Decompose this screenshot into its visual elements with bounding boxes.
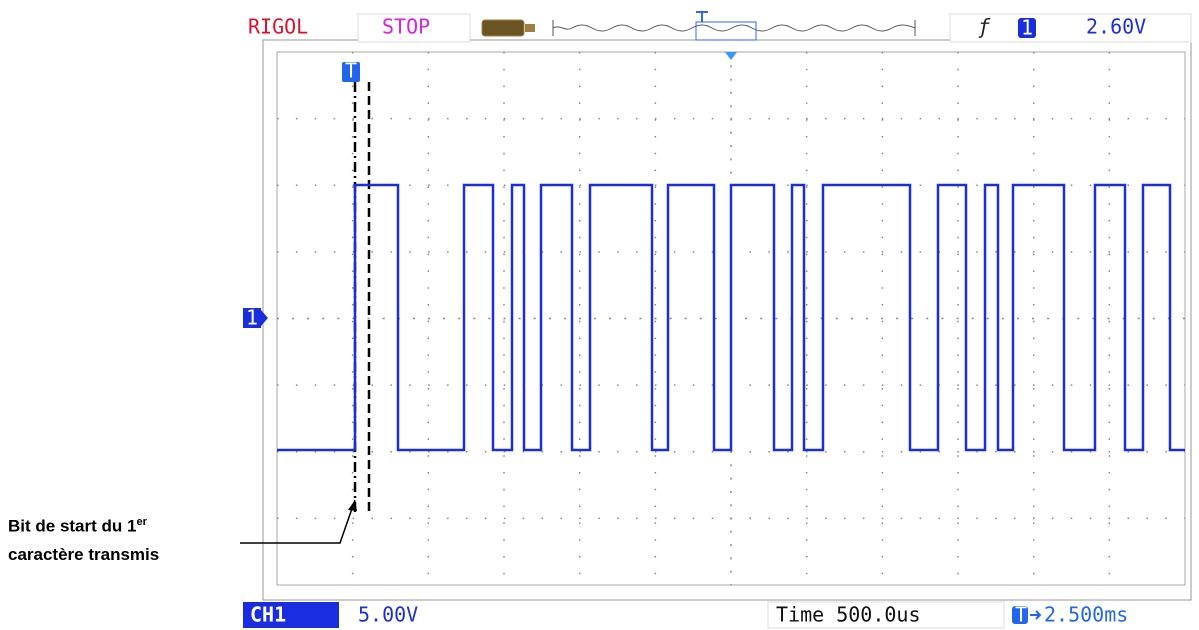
volts-per-div: 5.00V [358,603,418,627]
timebase: Time 500.0us [776,603,921,627]
oscilloscope-screen: RIGOL STOP ƒ 1 2.60V T 1 CH1 5.00V Time … [0,0,1199,630]
annotation: Bit de start du 1er caractère transmis [8,508,159,569]
trigger-channel: 1 [1021,16,1033,40]
run-status: STOP [382,15,430,39]
brand: RIGOL [248,15,308,39]
page: RIGOL STOP ƒ 1 2.60V T 1 CH1 5.00V Time … [0,0,1199,630]
annotation-superscript: er [136,516,146,528]
edge-icon: ƒ [978,15,991,39]
channel-label: CH1 [250,603,286,627]
trigger-level: 2.60V [1086,15,1146,39]
screen-frame [263,40,1191,600]
channel-marker: 1 [246,306,258,330]
memory-icon-tip [525,24,535,32]
offset-icon-label: T [1015,603,1027,627]
annotation-line2: caractère transmis [8,541,159,569]
annotation-text: Bit de start du 1 [8,517,136,536]
trigger-offset: 2.500ms [1044,603,1128,627]
trigger-marker: T [345,59,357,83]
annotation-line1: Bit de start du 1er [8,508,159,541]
memory-icon [482,20,524,36]
